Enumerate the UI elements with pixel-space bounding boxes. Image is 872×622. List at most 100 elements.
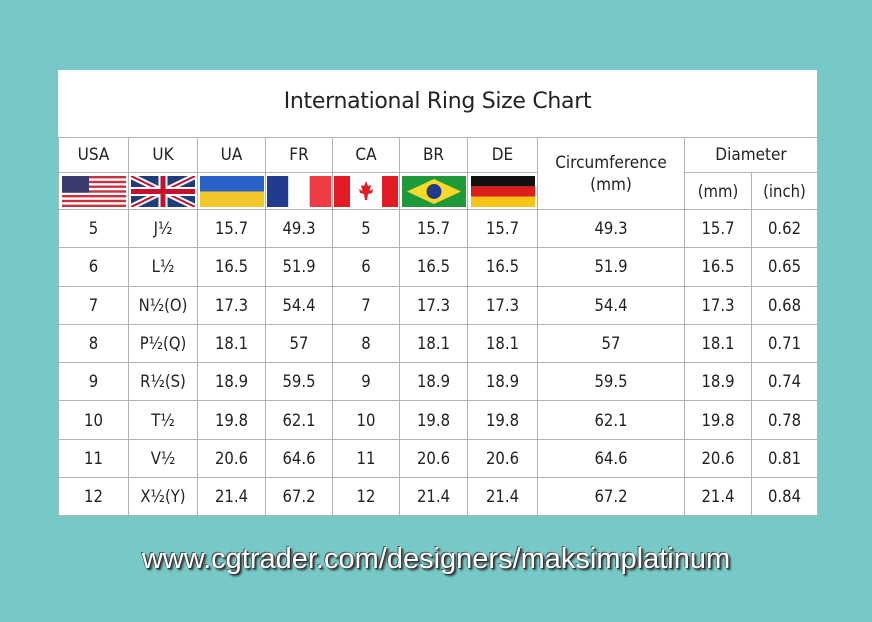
cell-circumference-mm: 59.5	[537, 362, 685, 402]
cell-fr: 51.9	[265, 247, 333, 287]
flag-cell-fr	[265, 172, 333, 210]
cell-diameter-mm: 18.1	[684, 323, 752, 364]
cell-br: 20.6	[399, 438, 468, 479]
us-flag-icon	[61, 175, 126, 207]
cell-diameter-inch: 0.71	[751, 323, 818, 364]
cell-diameter-mm: 16.5	[684, 247, 752, 287]
table-row: 11 V½ 20.6 64.6 11 20.6 20.6 64.6 20.6 0.81	[58, 438, 818, 479]
cell-diameter-mm: 19.8	[684, 400, 752, 440]
header-uk: UK	[128, 137, 198, 173]
cell-ua: 15.7	[197, 208, 266, 249]
cell-circumference-mm: 49.3	[537, 208, 685, 249]
chart-title: International Ring Size Chart	[283, 89, 592, 114]
cell-fr: 67.2	[265, 477, 333, 517]
cell-diameter-inch: 0.74	[751, 362, 818, 402]
cell-ca: 8	[332, 323, 400, 364]
cell-ca: 5	[332, 208, 400, 249]
cell-uk: N½(O)	[128, 285, 198, 325]
table-row: 6 L½ 16.5 51.9 6 16.5 16.5 51.9 16.5 0.65	[58, 247, 818, 287]
cell-br: 19.8	[399, 400, 468, 440]
cell-uk: J½	[128, 208, 198, 249]
germany-flag-icon	[470, 175, 535, 207]
header-ua: UA	[197, 137, 266, 173]
cell-circumference-mm: 62.1	[537, 400, 685, 440]
ring-size-table: USA UK UA FR CA BR DE Circumference (mm)…	[58, 137, 818, 517]
flag-cell-uk	[128, 172, 198, 210]
cell-circumference-mm: 51.9	[537, 247, 685, 287]
header-circumference: Circumference (mm)	[537, 137, 685, 210]
cell-circumference-mm: 64.6	[537, 438, 685, 479]
cell-usa: 12	[58, 477, 129, 517]
cell-br: 18.1	[399, 323, 468, 364]
cell-diameter-mm: 21.4	[684, 477, 752, 517]
header-diameter: Diameter	[684, 137, 818, 173]
cell-fr: 57	[265, 323, 333, 364]
cell-br: 18.9	[399, 362, 468, 402]
flag-cell-usa	[58, 172, 129, 210]
cell-diameter-inch: 0.62	[751, 208, 818, 249]
cell-usa: 9	[58, 362, 129, 402]
cell-usa: 5	[58, 208, 129, 249]
cell-fr: 49.3	[265, 208, 333, 249]
cell-diameter-inch: 0.81	[751, 438, 818, 479]
table-row: 7 N½(O) 17.3 54.4 7 17.3 17.3 54.4 17.3 0.68	[58, 285, 818, 325]
cell-de: 18.9	[467, 362, 538, 402]
uk-flag-icon	[131, 175, 195, 207]
cell-ua: 19.8	[197, 400, 266, 440]
cell-de: 19.8	[467, 400, 538, 440]
cell-diameter-mm: 15.7	[684, 208, 752, 249]
cell-usa: 11	[58, 438, 129, 479]
ring-size-chart-panel: International Ring Size Chart USA UK UA …	[58, 70, 818, 517]
cell-diameter-inch: 0.65	[751, 247, 818, 287]
cell-de: 15.7	[467, 208, 538, 249]
cell-uk: R½(S)	[128, 362, 198, 402]
flag-cell-ca	[332, 172, 400, 210]
header-de: DE	[467, 137, 538, 173]
cell-ua: 17.3	[197, 285, 266, 325]
cell-ca: 7	[332, 285, 400, 325]
cell-de: 21.4	[467, 477, 538, 517]
cell-ua: 18.1	[197, 323, 266, 364]
table-body: 5 J½ 15.7 49.3 5 15.7 15.7 49.3 15.7 0.62 6 L½ 16.5 5…	[58, 208, 818, 517]
cell-circumference-mm: 67.2	[537, 477, 685, 517]
cell-uk: L½	[128, 247, 198, 287]
table-row: 9 R½(S) 18.9 59.5 9 18.9 18.9 59.5 18.9 0.74	[58, 362, 818, 402]
cell-uk: T½	[128, 400, 198, 440]
france-flag-icon	[267, 175, 331, 207]
cell-ca: 6	[332, 247, 400, 287]
cell-ua: 16.5	[197, 247, 266, 287]
cell-usa: 6	[58, 247, 129, 287]
flag-cell-ua	[197, 172, 266, 210]
watermark-url: www.cgtrader.com/designers/maksimplatinu…	[141, 543, 731, 575]
brazil-flag-icon	[401, 175, 466, 207]
cell-ca: 12	[332, 477, 400, 517]
table-row: 5 J½ 15.7 49.3 5 15.7 15.7 49.3 15.7 0.62	[58, 208, 818, 249]
canada-flag-icon	[334, 175, 398, 207]
cell-uk: X½(Y)	[128, 477, 198, 517]
cell-usa: 8	[58, 323, 129, 364]
header-diameter-inch: (inch)	[751, 172, 818, 210]
cell-diameter-mm: 18.9	[684, 362, 752, 402]
cell-ca: 10	[332, 400, 400, 440]
cell-de: 17.3	[467, 285, 538, 325]
cell-fr: 62.1	[265, 400, 333, 440]
cell-ua: 21.4	[197, 477, 266, 517]
cell-ua: 20.6	[197, 438, 266, 479]
cell-diameter-mm: 17.3	[684, 285, 752, 325]
cell-fr: 64.6	[265, 438, 333, 479]
cell-fr: 54.4	[265, 285, 333, 325]
cell-de: 16.5	[467, 247, 538, 287]
header-diameter-mm: (mm)	[684, 172, 752, 210]
table-row: 8 P½(Q) 18.1 57 8 18.1 18.1 57 18.1 0.71	[58, 323, 818, 364]
header-ca: CA	[332, 137, 400, 173]
cell-diameter-inch: 0.68	[751, 285, 818, 325]
cell-usa: 7	[58, 285, 129, 325]
cell-br: 21.4	[399, 477, 468, 517]
cell-ca: 9	[332, 362, 400, 402]
cell-circumference-mm: 54.4	[537, 285, 685, 325]
table-row: 12 X½(Y) 21.4 67.2 12 21.4 21.4 67.2 21.4 0.84	[58, 477, 818, 517]
cell-br: 15.7	[399, 208, 468, 249]
ukraine-flag-icon	[199, 175, 264, 207]
cell-br: 17.3	[399, 285, 468, 325]
flag-cell-de	[467, 172, 538, 210]
